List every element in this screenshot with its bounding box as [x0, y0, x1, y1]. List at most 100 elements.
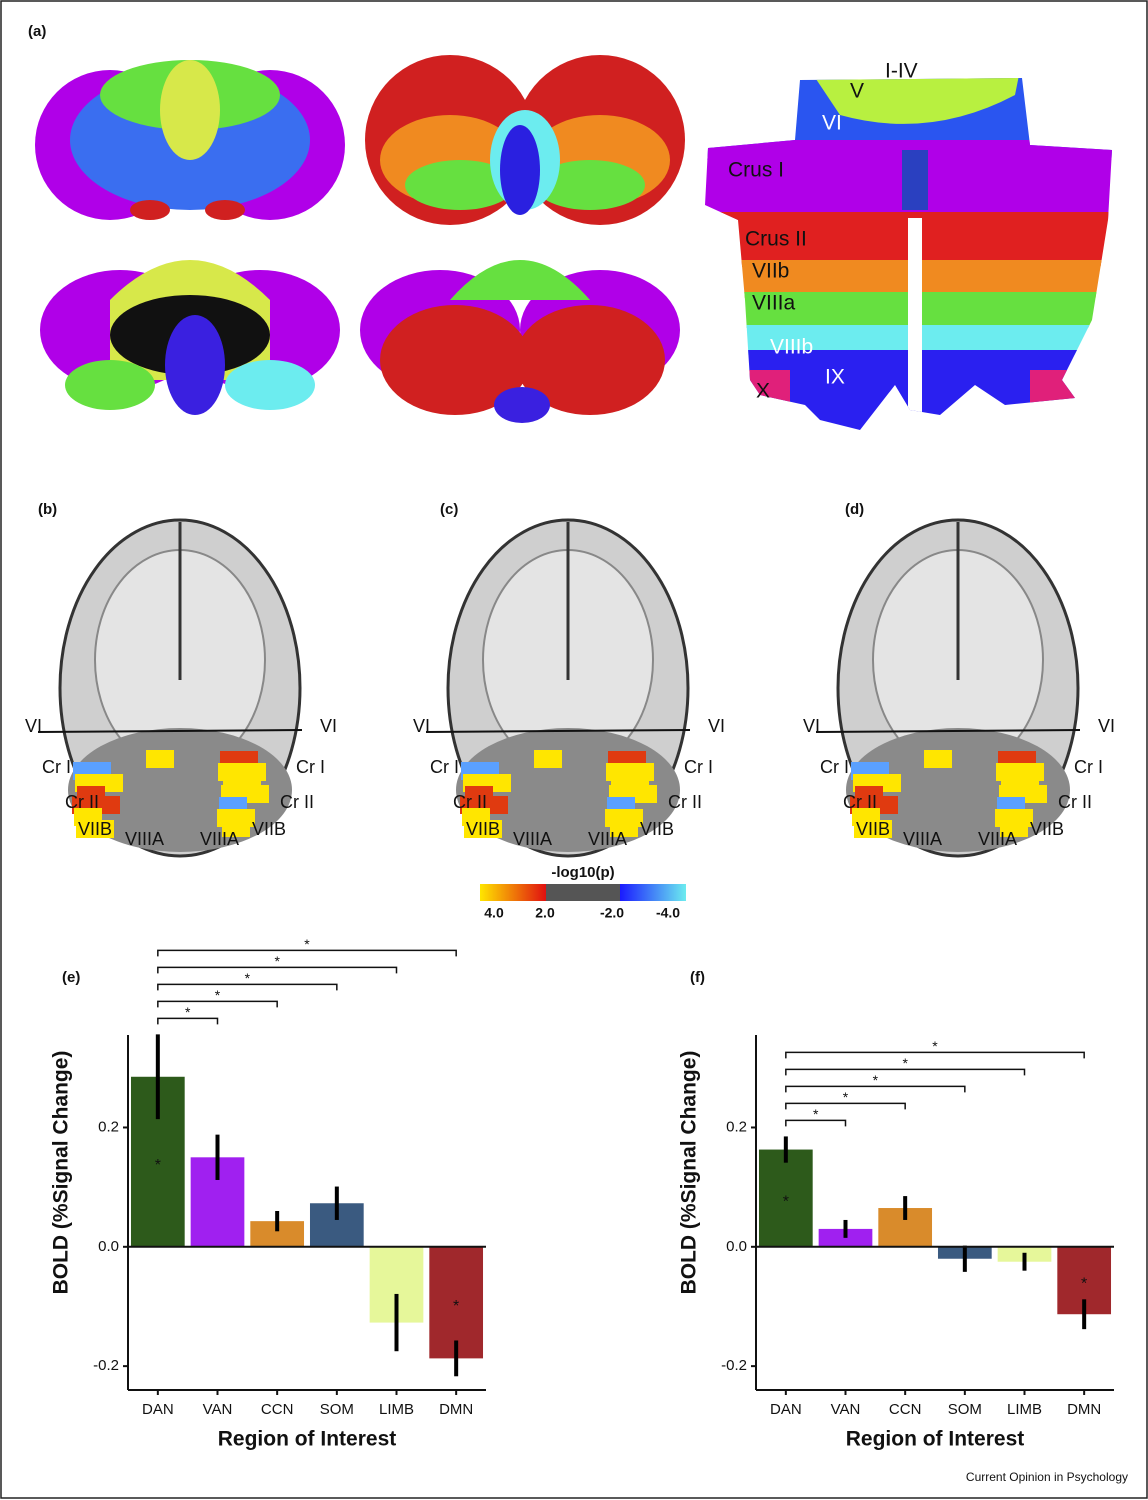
y-tick-label: -0.2 [93, 1357, 119, 1374]
comparison-bracket [157, 966, 398, 974]
region-label: Crus I [728, 159, 784, 182]
region-label: VI [25, 716, 42, 736]
region-label: VIIB [640, 819, 674, 839]
region-label: Cr II [843, 792, 877, 812]
region-label: VI [708, 716, 725, 736]
activation [534, 750, 562, 768]
bar [758, 1149, 813, 1247]
region-label: Cr II [668, 792, 702, 812]
x-axis-title: Region of Interest [218, 1428, 397, 1451]
comparison-star: * [215, 987, 221, 1003]
region-label: VIIIA [200, 829, 239, 849]
activation [605, 809, 643, 827]
colorbar-mid [546, 884, 620, 901]
bar-star: * [783, 1193, 789, 1210]
comparison-star: * [902, 1055, 908, 1071]
region-label: Cr I [296, 757, 325, 777]
comparison-bracket [785, 1068, 1026, 1076]
region-label: VI [803, 716, 820, 736]
comparison-bracket [157, 1017, 219, 1025]
region-label: I-IV [885, 60, 918, 83]
panel-label: (e) [62, 969, 80, 986]
region-label: VIIIA [513, 829, 552, 849]
region-label: VIIb [752, 260, 789, 283]
region-label: VIIIb [770, 336, 813, 359]
y-tick-label: 0.2 [726, 1118, 747, 1135]
colorbar-title: -log10(p) [551, 864, 614, 881]
region-label: VIIB [252, 819, 286, 839]
activation [77, 786, 105, 804]
region-label: VIIIa [752, 292, 796, 315]
x-tick-label: LIMB [1007, 1401, 1042, 1418]
region-label: IX [825, 366, 845, 389]
panel-label: (b) [38, 501, 57, 518]
y-tick-label: 0.0 [726, 1238, 747, 1255]
comparison-star: * [843, 1089, 849, 1105]
activation [924, 750, 952, 768]
activation [146, 750, 174, 768]
vi-line [425, 729, 691, 733]
region-label: VI [822, 112, 842, 135]
region-label: Cr I [820, 757, 849, 777]
comparison-bracket [785, 1085, 966, 1093]
x-tick-label: DMN [1067, 1401, 1101, 1418]
colorbar-warm [480, 884, 546, 901]
region-label: VIIB [78, 819, 112, 839]
x-tick-label: SOM [948, 1401, 982, 1418]
comparison-bracket [157, 949, 457, 957]
content: (a) I-IV V VI Crus I Crus II VIIb VIIIa VIIIb IX X… [25, 23, 1128, 1484]
region-label: VIIIA [125, 829, 164, 849]
region-label: VIIIA [903, 829, 942, 849]
bar [429, 1246, 484, 1359]
region-label: VIIB [466, 819, 500, 839]
region-label: Cr I [42, 757, 71, 777]
activation [854, 820, 892, 838]
region-label: X [756, 380, 770, 403]
region-label: Cr I [684, 757, 713, 777]
panel-label: (f) [690, 969, 705, 986]
y-tick-label: 0.0 [98, 1238, 119, 1255]
y-tick-label: 0.2 [98, 1118, 119, 1135]
activation [76, 820, 114, 838]
region-label: Cr II [453, 792, 487, 812]
activation [606, 763, 654, 781]
vi-line [815, 729, 1081, 733]
region-label: Cr I [430, 757, 459, 777]
region-label: Crus II [745, 228, 807, 251]
comparison-bracket [785, 1051, 1085, 1059]
activation [855, 786, 883, 804]
comparison-star: * [245, 970, 251, 986]
colorbar-label: -4.0 [656, 905, 680, 921]
comparison-bracket [785, 1102, 906, 1110]
activation [996, 763, 1044, 781]
x-axis-title: Region of Interest [846, 1428, 1025, 1451]
panel-label: (c) [440, 501, 458, 518]
region-label: Cr II [1058, 792, 1092, 812]
x-tick-label: CCN [889, 1401, 922, 1418]
comparison-star: * [932, 1038, 938, 1054]
region-label: Cr II [280, 792, 314, 812]
region-label: Cr I [1074, 757, 1103, 777]
colorbar-label: 4.0 [484, 905, 504, 921]
y-tick-label: -0.2 [721, 1357, 747, 1374]
region-label: Cr II [65, 792, 99, 812]
x-tick-label: CCN [261, 1401, 294, 1418]
x-tick-label: DAN [770, 1401, 802, 1418]
bar-star: * [155, 1157, 161, 1174]
colorbar-cool [620, 884, 686, 901]
comparison-star: * [873, 1072, 879, 1088]
x-tick-label: SOM [320, 1401, 354, 1418]
cerebellum-3d [35, 55, 685, 423]
bar-star: * [1081, 1276, 1087, 1293]
region-label: VI [1098, 716, 1115, 736]
region-label: VIIB [1030, 819, 1064, 839]
activation [465, 786, 493, 804]
x-tick-label: LIMB [379, 1401, 414, 1418]
y-axis-title: BOLD (%Signal Change) [50, 1051, 73, 1295]
panel-label: (a) [28, 23, 46, 40]
colorbar-label: -2.0 [600, 905, 624, 921]
x-tick-label: DAN [142, 1401, 174, 1418]
bar-star: * [453, 1298, 459, 1315]
panel-label: (d) [845, 501, 864, 518]
